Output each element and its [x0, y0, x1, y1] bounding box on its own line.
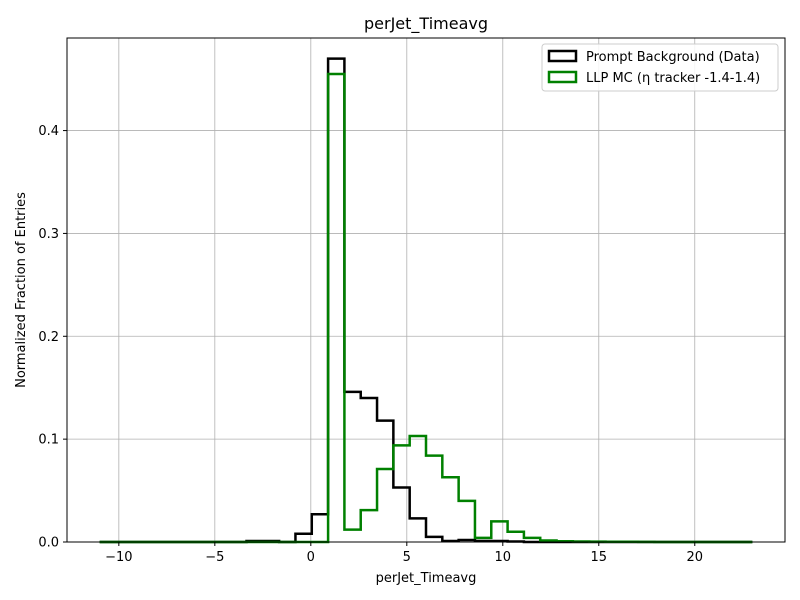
x-tick-label: 5: [403, 550, 411, 565]
x-tick-label: −5: [205, 550, 224, 565]
legend-label-llp-mc: LLP MC (η tracker -1.4-1.4): [586, 71, 760, 86]
x-axis-ticks: −10 −5 0 5 10 15 20: [105, 542, 703, 565]
y-tick-label: 0.3: [38, 227, 59, 242]
chart-title: perJet_Timeavg: [364, 14, 488, 34]
legend: Prompt Background (Data) LLP MC (η track…: [541, 43, 779, 92]
x-axis-label: perJet_Timeavg: [376, 571, 477, 586]
y-tick-label: 0.0: [38, 536, 59, 551]
x-tick-label: 10: [495, 550, 512, 565]
x-tick-label: 20: [686, 550, 703, 565]
x-tick-label: −10: [105, 550, 132, 565]
y-tick-label: 0.2: [38, 330, 59, 345]
legend-box: [541, 43, 779, 92]
plot-background: [67, 38, 785, 542]
legend-swatch-llp-mc: [547, 70, 578, 84]
legend-swatch-prompt-background: [547, 49, 578, 63]
y-axis-label: Normalized Fraction of Entries: [14, 192, 29, 388]
x-tick-label: 0: [307, 550, 315, 565]
x-tick-label: 15: [591, 550, 608, 565]
y-tick-label: 0.4: [38, 124, 59, 139]
y-tick-label: 0.1: [38, 433, 59, 448]
plot-frame: [66, 37, 786, 543]
legend-label-prompt-background: Prompt Background (Data): [586, 50, 760, 65]
y-axis-ticks: 0.0 0.1 0.2 0.3 0.4: [38, 124, 67, 551]
